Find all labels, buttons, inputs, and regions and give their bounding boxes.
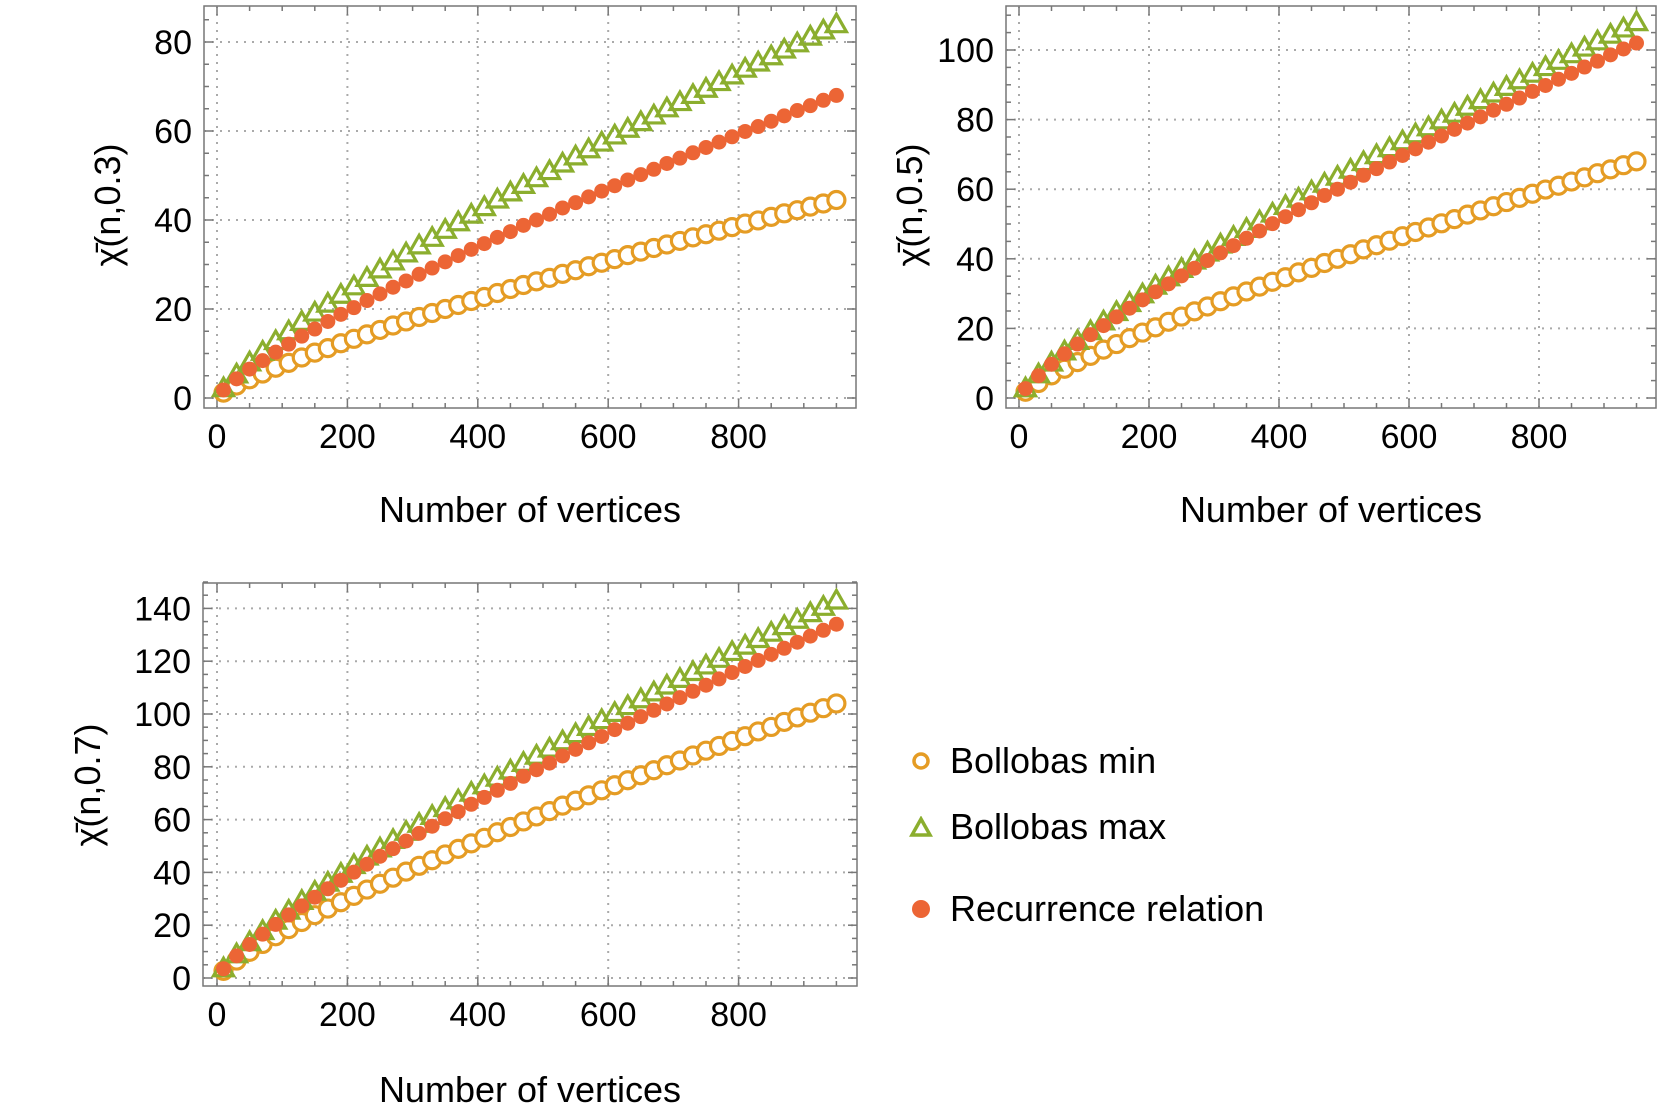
y-axis-label: χ̄(n,0.7) <box>67 724 108 847</box>
y-tick-label: 60 <box>153 802 191 840</box>
y-tick-label: 20 <box>154 291 192 329</box>
y-tick-label: 0 <box>173 380 192 418</box>
x-tick-label: 200 <box>319 996 376 1034</box>
x-tick-label: 600 <box>580 418 637 456</box>
y-tick-label: 140 <box>134 590 191 628</box>
x-tick-label: 400 <box>449 418 506 456</box>
x-tick-label: 0 <box>208 996 227 1034</box>
y-axis-label: χ̄(n,0.5) <box>889 144 930 267</box>
legend-label: Bollobas max <box>950 806 1167 847</box>
x-tick-label: 400 <box>449 996 506 1034</box>
series-bollobas-min <box>213 189 847 403</box>
x-tick-label: 200 <box>1121 418 1178 456</box>
legend-label: Recurrence relation <box>950 888 1265 929</box>
y-tick-label: 40 <box>153 854 191 892</box>
plot-panel-p03: 0 200 400 600 800 0 20 40 60 80 Number of vertices… <box>87 5 857 530</box>
legend-item-bollobas-min: Bollobas min <box>906 728 1264 794</box>
y-tick-label: 40 <box>956 241 994 279</box>
x-axis-label: Number of vertices <box>379 1069 681 1110</box>
legend-label: Bollobas min <box>950 740 1157 781</box>
series-bollobas-min <box>213 693 847 981</box>
y-tick-label: 80 <box>153 749 191 787</box>
plot-frame <box>202 582 858 987</box>
x-tick-label: 800 <box>710 418 767 456</box>
y-tick-label: 20 <box>153 907 191 945</box>
y-tick-label: 100 <box>134 696 191 734</box>
x-axis-label: Number of vertices <box>379 489 681 530</box>
series-recurrence-relation <box>216 87 844 398</box>
series-recurrence-relation <box>1018 35 1644 397</box>
plot-panel-p05: 0 200 400 600 800 0 20 40 60 80 100 Number of verti… <box>889 5 1657 530</box>
y-tick-label: 20 <box>956 310 994 348</box>
y-tick-label: 0 <box>172 960 191 998</box>
legend-item-recurrence-relation: Recurrence relation <box>906 876 1264 942</box>
y-tick-label: 40 <box>154 202 192 240</box>
series-recurrence-relation <box>216 616 844 977</box>
y-tick-label: 80 <box>956 102 994 140</box>
x-tick-label: 0 <box>208 418 227 456</box>
y-tick-label: 0 <box>975 380 994 418</box>
y-tick-label: 60 <box>154 113 192 151</box>
y-tick-label: 60 <box>956 171 994 209</box>
legend-item-bollobas-max: Bollobas max <box>906 794 1264 860</box>
x-axis-label: Number of vertices <box>1180 489 1482 530</box>
open-circle-icon <box>906 746 936 776</box>
x-tick-label: 400 <box>1251 418 1308 456</box>
x-tick-label: 200 <box>319 418 376 456</box>
plot-frame <box>203 5 857 409</box>
x-tick-label: 600 <box>580 996 637 1034</box>
y-tick-label: 120 <box>134 643 191 681</box>
open-triangle-icon <box>906 812 936 842</box>
filled-circle-icon <box>906 894 936 924</box>
legend: Bollobas min Bollobas max Recurrence rel… <box>906 728 1264 942</box>
y-tick-label: 80 <box>154 24 192 62</box>
y-tick-label: 100 <box>937 32 994 70</box>
y-axis-label: χ̄(n,0.3) <box>87 144 128 267</box>
plot-panel-p07: 0 200 400 600 800 0 20 40 60 80 100 120 140 Number of… <box>67 581 858 1110</box>
x-tick-label: 600 <box>1381 418 1438 456</box>
x-tick-label: 800 <box>710 996 767 1034</box>
x-tick-label: 0 <box>1010 418 1029 456</box>
x-tick-label: 800 <box>1511 418 1568 456</box>
series-bollobas-min <box>1015 151 1647 402</box>
